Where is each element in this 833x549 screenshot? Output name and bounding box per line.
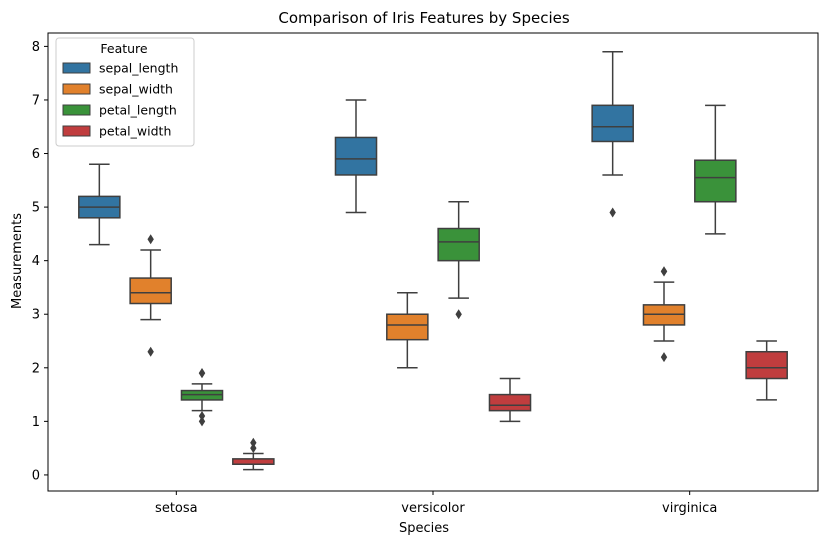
y-tick-label: 2 — [32, 361, 40, 376]
outlier-point — [198, 368, 206, 379]
outlier-point — [198, 416, 206, 427]
legend-label-sepal_length: sepal_length — [99, 61, 178, 76]
outlier-point — [147, 234, 154, 245]
outlier-point — [660, 352, 668, 363]
y-tick-label: 4 — [32, 254, 40, 269]
box-sepal_length-versicolor — [334, 99, 378, 214]
plot-area: 0 1 2 3 4 5 6 7 8 setosa versicolor virginica — [32, 32, 819, 516]
legend-label-sepal_width: sepal_width — [99, 82, 173, 97]
y-tick-label: 3 — [32, 308, 40, 323]
legend-label-petal_width: petal_width — [99, 124, 171, 139]
outlier-point — [250, 437, 257, 448]
y-tick-label: 6 — [32, 147, 40, 162]
legend-label-petal_length: petal_length — [99, 103, 177, 118]
outlier-point — [198, 411, 206, 422]
box-petal_length-setosa — [180, 368, 224, 427]
y-tick-label: 1 — [32, 415, 40, 430]
box-sepal_length-virginica — [591, 50, 634, 218]
legend: Feature sepal_length sepal_width petal_len… — [55, 37, 195, 147]
box-iqr — [745, 350, 788, 380]
legend-title: Feature — [100, 41, 148, 56]
x-tick-label: virginica — [662, 501, 717, 516]
chart-title: Comparison of Iris Features by Species — [278, 9, 569, 27]
box-iqr — [437, 227, 480, 262]
box-iqr — [232, 458, 275, 465]
outlier-point — [250, 443, 257, 454]
outlier-point — [660, 266, 668, 277]
box-sepal_width-versicolor — [386, 292, 429, 369]
x-tick-label: versicolor — [401, 501, 465, 516]
y-tick-label: 5 — [32, 201, 40, 216]
legend-swatch-petal_width — [62, 125, 91, 137]
y-tick-label: 7 — [32, 93, 40, 108]
legend-swatch-sepal_width — [62, 83, 91, 95]
box-iqr — [488, 393, 532, 412]
outlier-point — [455, 309, 462, 320]
box-petal_length-virginica — [694, 104, 737, 235]
box-sepal_width-virginica — [642, 266, 686, 363]
legend-swatch-sepal_length — [62, 62, 91, 74]
box-petal_length-versicolor — [437, 200, 480, 320]
box-iqr — [386, 313, 429, 341]
box-sepal_length-setosa — [78, 163, 121, 246]
outlier-point — [147, 346, 154, 357]
box-iqr — [694, 159, 737, 203]
box-sepal_width-setosa — [129, 234, 172, 357]
x-tick-label: setosa — [155, 501, 198, 516]
outlier-point — [609, 207, 616, 218]
x-axis-label: Species — [399, 521, 449, 536]
box-iqr — [334, 136, 378, 176]
box-petal_width-versicolor — [488, 377, 532, 423]
box-iqr — [129, 277, 172, 305]
box-petal_width-setosa — [232, 437, 275, 471]
y-axis-label: Measurements — [10, 213, 25, 309]
y-tick-label: 0 — [32, 468, 40, 483]
box-iqr — [591, 104, 634, 143]
legend-swatch-petal_length — [62, 104, 91, 116]
box-petal_width-virginica — [745, 340, 788, 401]
y-tick-label: 8 — [32, 40, 40, 55]
